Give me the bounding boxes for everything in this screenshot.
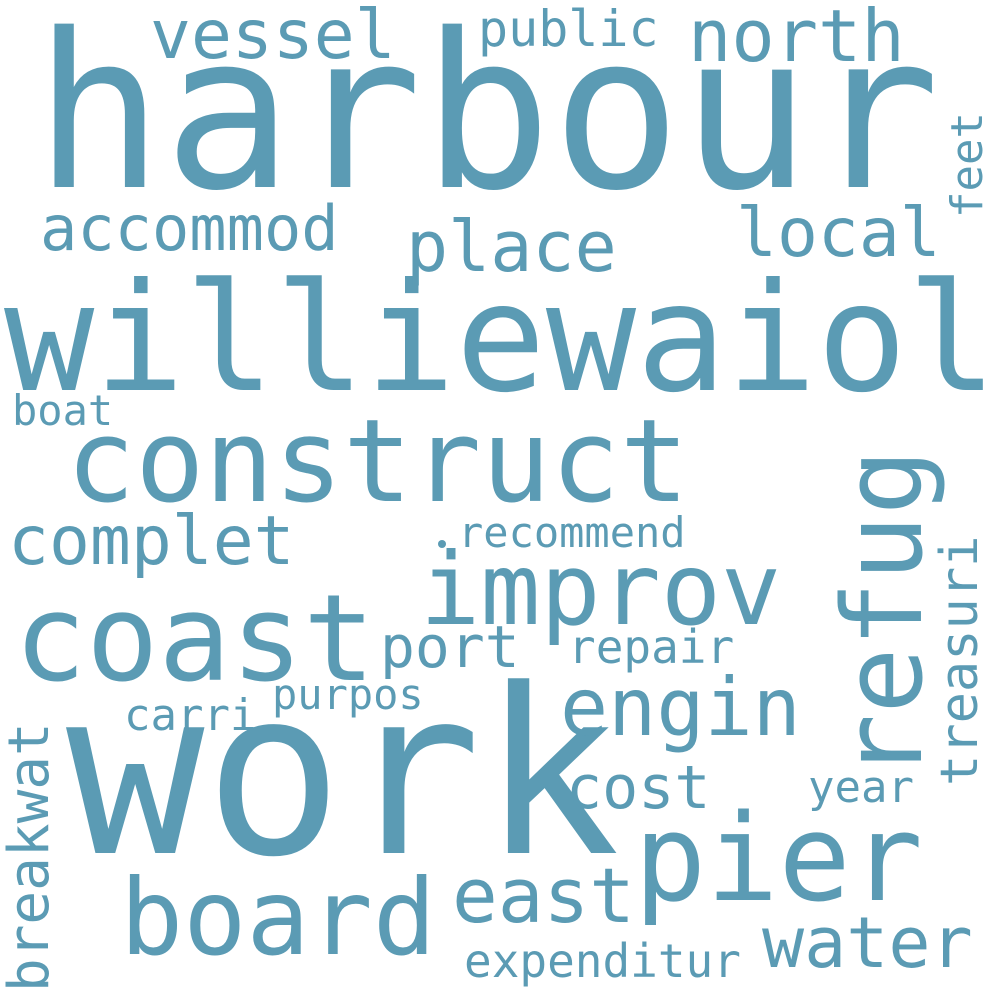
word-east: east <box>452 851 636 940</box>
word-public: public <box>478 0 659 58</box>
word-feet: feet <box>942 112 993 218</box>
word-work: work <box>66 641 620 908</box>
word-north: north <box>688 0 905 78</box>
word-engin: engin <box>560 661 801 754</box>
word-construct: construct <box>66 395 690 529</box>
word-carri: carri <box>124 690 257 741</box>
word-year: year <box>808 762 914 813</box>
word-cost: cost <box>566 753 711 823</box>
word-breakwat: breakwat <box>0 722 62 992</box>
word-boat: boat <box>12 386 114 435</box>
word-accommod: accommod <box>40 192 339 265</box>
word-place: place <box>406 206 617 288</box>
word-pier: pier <box>634 790 923 929</box>
word-board: board <box>120 857 437 979</box>
word-purpos: purpos <box>272 670 424 719</box>
dot-mark <box>438 540 446 548</box>
word-williewaiola: williewaiola <box>4 252 1000 426</box>
word-repair: repair <box>568 620 735 674</box>
word-port: port <box>380 613 520 681</box>
word-local: local <box>736 194 941 273</box>
word-improv: improv <box>420 531 782 648</box>
word-complet: complet <box>8 502 295 581</box>
word-water: water <box>762 902 973 984</box>
word-harbour: harbour <box>34 0 941 238</box>
word-recommend: recommend <box>458 508 686 557</box>
word-expenditur: expenditur <box>464 934 741 988</box>
word-refug: refug <box>819 448 947 780</box>
word-coast: coast <box>14 570 376 709</box>
word-treasuri: treasuri <box>930 535 990 786</box>
word-vessel: vessel <box>150 0 396 75</box>
